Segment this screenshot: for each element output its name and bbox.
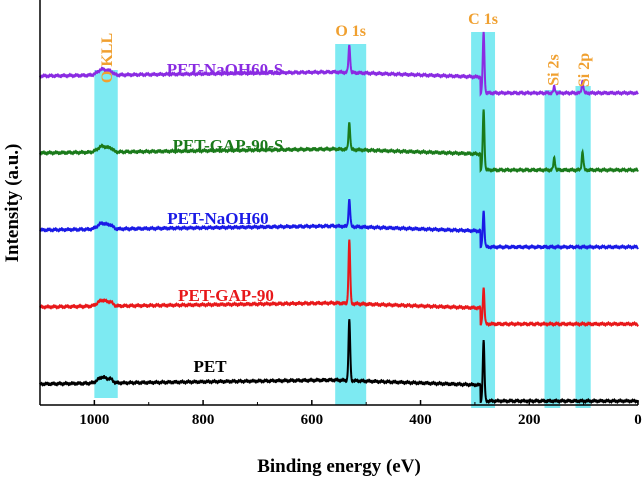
- spectra-layer: [39, 31, 639, 404]
- series-line-pet-gap-90-s: [39, 109, 639, 174]
- series-label-pet-naoh60: PET-NaOH60: [167, 209, 268, 228]
- region-o-kll: [94, 70, 118, 398]
- series-line-pet-naoh60: [39, 198, 639, 251]
- x-tick-label: 1000: [79, 412, 109, 428]
- x-tick-label: 600: [301, 412, 324, 428]
- peak-label-c1s: C 1s: [468, 11, 498, 28]
- x-ticks: 1000 800 600 400 200 0: [39, 400, 642, 428]
- peak-label-si2s: Si 2s: [545, 54, 562, 86]
- series-line-pet-gap-90: [39, 239, 639, 328]
- series-labels: PET PET-GAP-90 PET-NaOH60 PET-GAP-90-S PET-N…: [167, 60, 284, 376]
- x-tick-label: 0: [634, 412, 642, 428]
- peak-label-o-kll: O KLL: [99, 33, 116, 83]
- series-label-pet: PET: [193, 357, 227, 376]
- series-line-pet-naoh60-s: [39, 31, 639, 97]
- peak-label-o1s: O 1s: [335, 23, 366, 40]
- series-label-pet-gap-90-s: PET-GAP-90-S: [173, 136, 284, 155]
- x-tick-label: 200: [518, 412, 541, 428]
- peak-labels: O KLL O 1s C 1s Si 2s Si 2p: [99, 11, 593, 87]
- x-tick-label: 800: [192, 412, 215, 428]
- series-line-pet: [39, 319, 639, 404]
- series-label-pet-naoh60-s: PET-NaOH60-S: [167, 60, 284, 79]
- series-label-pet-gap-90: PET-GAP-90: [178, 286, 274, 305]
- y-axis-title: Intensity (a.u.): [2, 144, 23, 263]
- axes: [39, 0, 638, 406]
- x-tick-label: 400: [409, 412, 432, 428]
- peak-label-si2p: Si 2p: [576, 53, 593, 87]
- x-axis-title: Binding energy (eV): [257, 456, 421, 477]
